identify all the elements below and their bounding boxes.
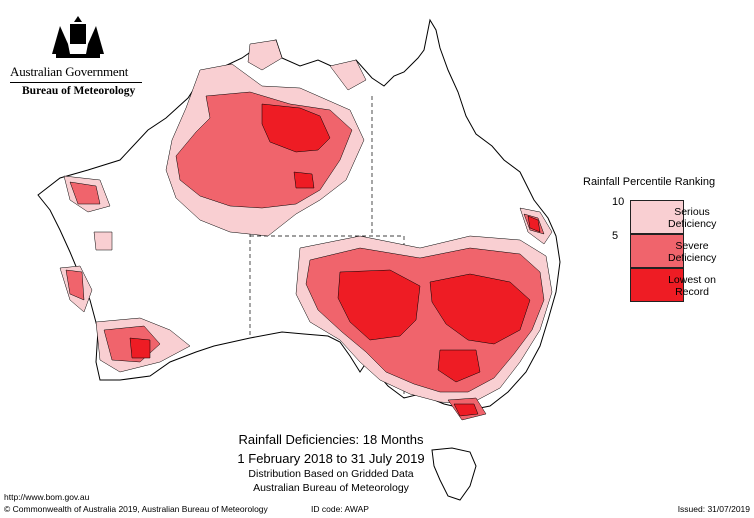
header-rule bbox=[10, 82, 142, 83]
legend-label-serious-line1: Serious bbox=[674, 206, 710, 218]
legend-label-serious-line2: Deficiency bbox=[668, 218, 717, 230]
footer-id-code: ID code: AWAP bbox=[311, 504, 369, 514]
legend-swatch-lowest bbox=[630, 268, 684, 302]
region-lowest-on-record bbox=[129, 103, 541, 417]
footer-copyright: © Commonwealth of Australia 2019, Austra… bbox=[4, 504, 268, 514]
legend-label-severe-line1: Severe bbox=[675, 240, 709, 252]
caption-bureau: Australian Bureau of Meteorology bbox=[253, 482, 409, 494]
government-title: Australian Government bbox=[10, 64, 129, 79]
legend-title: Rainfall Percentile Ranking bbox=[583, 176, 716, 188]
footer-issued: Issued: 31/07/2019 bbox=[677, 504, 750, 514]
legend-swatch-severe bbox=[630, 234, 684, 268]
coat-of-arms-icon bbox=[52, 16, 104, 58]
footer-url: http://www.bom.gov.au bbox=[4, 492, 90, 502]
caption-period: 1 February 2018 to 31 July 2019 bbox=[237, 451, 425, 466]
legend-label-serious: Serious Deficiency bbox=[668, 206, 716, 230]
legend-label-lowest-line1: Lowest on bbox=[668, 274, 716, 286]
tasmania-outline bbox=[431, 447, 477, 501]
legend-tick-5: 5 bbox=[612, 230, 619, 242]
legend-swatch-serious bbox=[630, 200, 684, 234]
legend-label-severe-line2: Deficiency bbox=[668, 252, 717, 264]
legend-tick-10: 10 bbox=[612, 196, 625, 208]
caption-title: Rainfall Deficiencies: 18 Months bbox=[238, 432, 424, 447]
government-header: Australian Government Bureau of Meteorol… bbox=[10, 14, 150, 97]
legend-label-lowest: Lowest on Record bbox=[668, 274, 716, 298]
bureau-title: Bureau of Meteorology bbox=[22, 85, 136, 97]
legend-label-severe: Severe Deficiency bbox=[668, 240, 716, 264]
caption-distribution: Distribution Based on Gridded Data bbox=[248, 468, 414, 480]
legend-label-lowest-line2: Record bbox=[675, 286, 709, 298]
